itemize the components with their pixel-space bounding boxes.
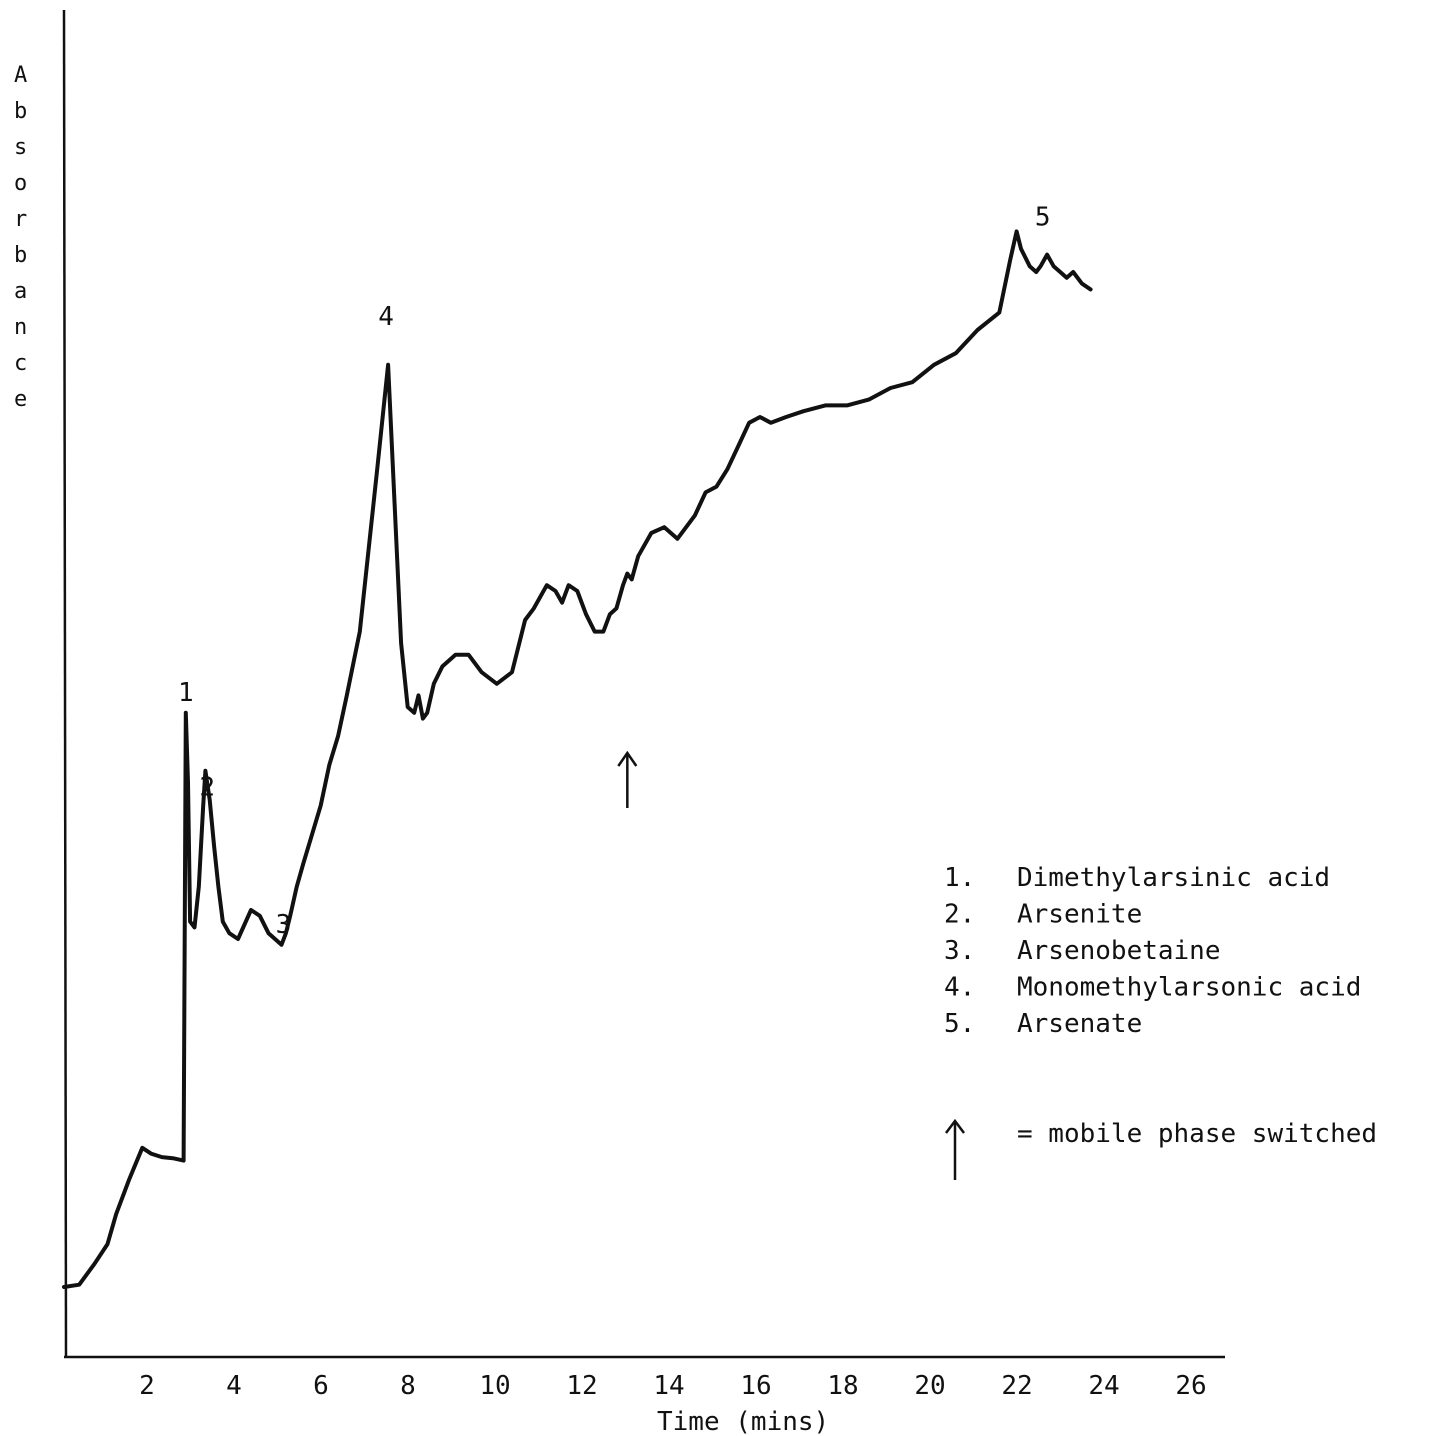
- y-axis-label-letter: e: [14, 387, 27, 412]
- y-axis-label-letter: s: [14, 135, 27, 160]
- legend-arrow-text: = mobile phase switched: [1017, 1119, 1377, 1149]
- legend-item-number: 4.: [944, 973, 975, 1003]
- x-tick-label: 12: [566, 1371, 597, 1401]
- y-axis: [62, 9, 68, 1358]
- mobile-phase-switch-arrow: [617, 750, 638, 808]
- y-axis-label-letter: A: [14, 63, 27, 88]
- x-tick-label: 6: [313, 1371, 329, 1401]
- y-axis-label-letter: n: [14, 315, 27, 340]
- peak-label: 3: [276, 910, 292, 940]
- x-tick-label: 16: [740, 1371, 771, 1401]
- legend-arrow-icon: [945, 1118, 965, 1180]
- legend-item-text: Arsenate: [1017, 1009, 1142, 1039]
- y-axis-label-letter: b: [14, 99, 27, 124]
- legend-item-text: Arsenobetaine: [1017, 936, 1221, 966]
- x-tick-label: 18: [827, 1371, 858, 1401]
- x-tick-label: 8: [400, 1371, 416, 1401]
- peak-labels: 1 2 3 4 5: [178, 202, 1051, 939]
- peak-label: 2: [199, 773, 215, 803]
- x-tick-label: 20: [914, 1371, 945, 1401]
- peak-label: 4: [378, 302, 394, 332]
- legend-item-number: 5.: [944, 1009, 975, 1039]
- peak-label: 1: [178, 678, 194, 708]
- legend: 1. Dimethylarsinic acid 2. Arsenite 3. Arseno…: [944, 863, 1361, 1039]
- x-tick-label: 14: [653, 1371, 684, 1401]
- x-tick-label: 10: [479, 1371, 510, 1401]
- x-tick-labels: 2 4 6 8 10 12 14 16 18 20 22 24 26: [139, 1371, 1206, 1401]
- y-axis-label-letter: a: [14, 279, 27, 304]
- legend-item-number: 3.: [944, 936, 975, 966]
- x-tick-label: 2: [139, 1371, 155, 1401]
- x-tick-label: 4: [226, 1371, 242, 1401]
- x-tick-label: 26: [1175, 1371, 1206, 1401]
- peak-label: 5: [1035, 202, 1051, 232]
- legend-item-text: Dimethylarsinic acid: [1017, 863, 1330, 893]
- y-axis-label-letter: b: [14, 243, 27, 268]
- x-axis-label: Time (mins): [657, 1407, 829, 1436]
- legend-item-text: Monomethylarsonic acid: [1017, 973, 1361, 1003]
- y-axis-label-letter: r: [14, 207, 27, 232]
- x-tick-label: 24: [1088, 1371, 1119, 1401]
- legend-item-number: 1.: [944, 863, 975, 893]
- y-axis-label-letter: o: [14, 171, 27, 196]
- y-axis-label-letter: c: [14, 351, 27, 376]
- absorbance-trace: [62, 229, 1093, 1289]
- legend-item-number: 2.: [944, 900, 975, 930]
- x-tick-label: 22: [1001, 1371, 1032, 1401]
- legend-item-text: Arsenite: [1017, 900, 1142, 930]
